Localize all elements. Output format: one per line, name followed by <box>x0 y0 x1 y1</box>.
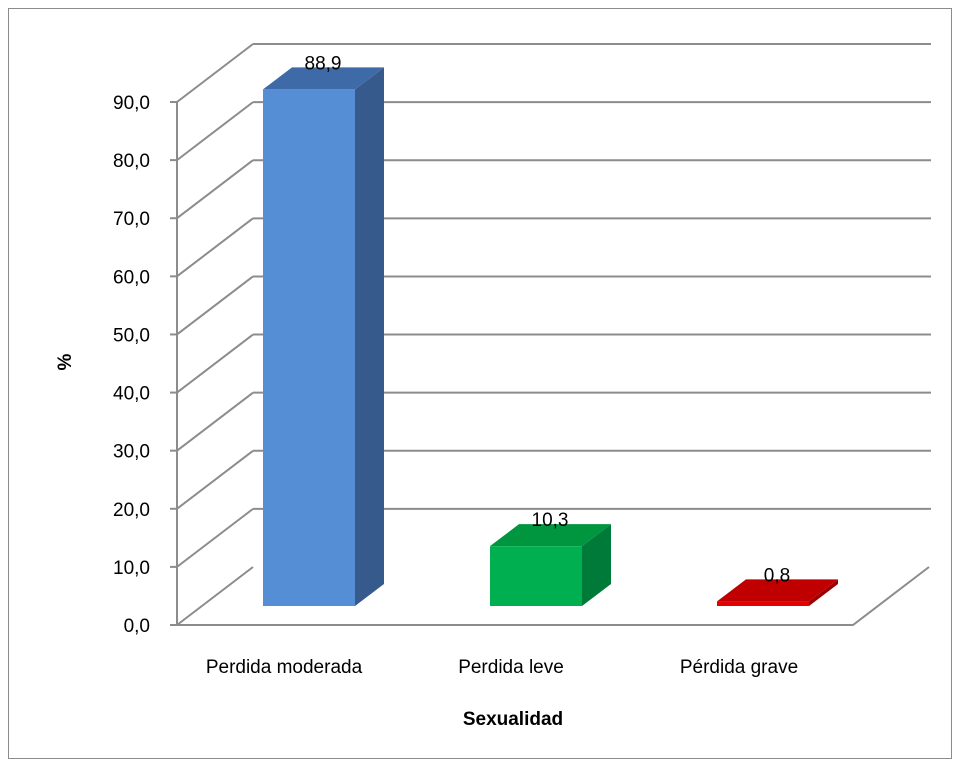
y-axis-ticks: 0,0 10,0 20,0 30,0 40,0 50,0 60,0 70,0 80,0 90,0 <box>113 93 150 637</box>
bar-1 <box>263 67 384 607</box>
y-tick-label: 40,0 <box>113 384 150 405</box>
bar-side <box>582 524 611 606</box>
bar-front <box>263 89 355 607</box>
y-tick-label: 70,0 <box>113 209 150 230</box>
bar-2 <box>490 524 611 606</box>
data-label: 0,8 <box>764 565 790 586</box>
gridline-depth <box>176 159 254 220</box>
bar-top <box>490 524 611 547</box>
x-axis-categories: Perdida moderada Perdida leve Pérdida grav… <box>206 657 798 678</box>
bar-side <box>355 67 384 607</box>
x-category-label: Perdida leve <box>458 657 564 678</box>
chart-frame <box>8 8 952 759</box>
bar-top <box>263 67 384 90</box>
bars <box>263 67 838 607</box>
bar-front <box>490 546 582 606</box>
gridline-depth <box>176 449 254 510</box>
gridline-depth <box>176 217 254 278</box>
y-tick-label: 60,0 <box>113 267 150 288</box>
bar-side <box>809 579 838 606</box>
y-tick-label: 20,0 <box>113 500 150 521</box>
gridline-depth <box>176 275 254 336</box>
y-tick-label: 50,0 <box>113 325 150 346</box>
x-category-label: Perdida moderada <box>206 657 363 678</box>
data-label: 88,9 <box>305 53 342 74</box>
gridline-depth <box>176 391 254 452</box>
x-axis-title: Sexualidad <box>463 709 563 730</box>
bar-3 <box>717 579 838 606</box>
y-tick-label: 0,0 <box>124 616 150 637</box>
gridline-depth <box>176 101 254 161</box>
gridline-depth <box>176 333 254 394</box>
y-tick-label: 80,0 <box>113 151 150 172</box>
gridline-depth <box>176 43 254 103</box>
y-axis-title: % <box>55 353 76 370</box>
gridline-depth <box>176 566 254 626</box>
data-label: 10,3 <box>532 510 569 531</box>
y-tick-label: 30,0 <box>113 442 150 463</box>
x-category-label: Pérdida grave <box>680 657 798 678</box>
data-labels: 88,9 10,3 0,8 <box>305 53 791 586</box>
floor-edge <box>177 566 930 626</box>
bar-front <box>717 601 809 606</box>
bar-top <box>717 579 838 602</box>
y-tick-label: 10,0 <box>113 558 150 579</box>
y-tick-label: 90,0 <box>113 93 150 114</box>
gridline-depth <box>176 508 254 568</box>
